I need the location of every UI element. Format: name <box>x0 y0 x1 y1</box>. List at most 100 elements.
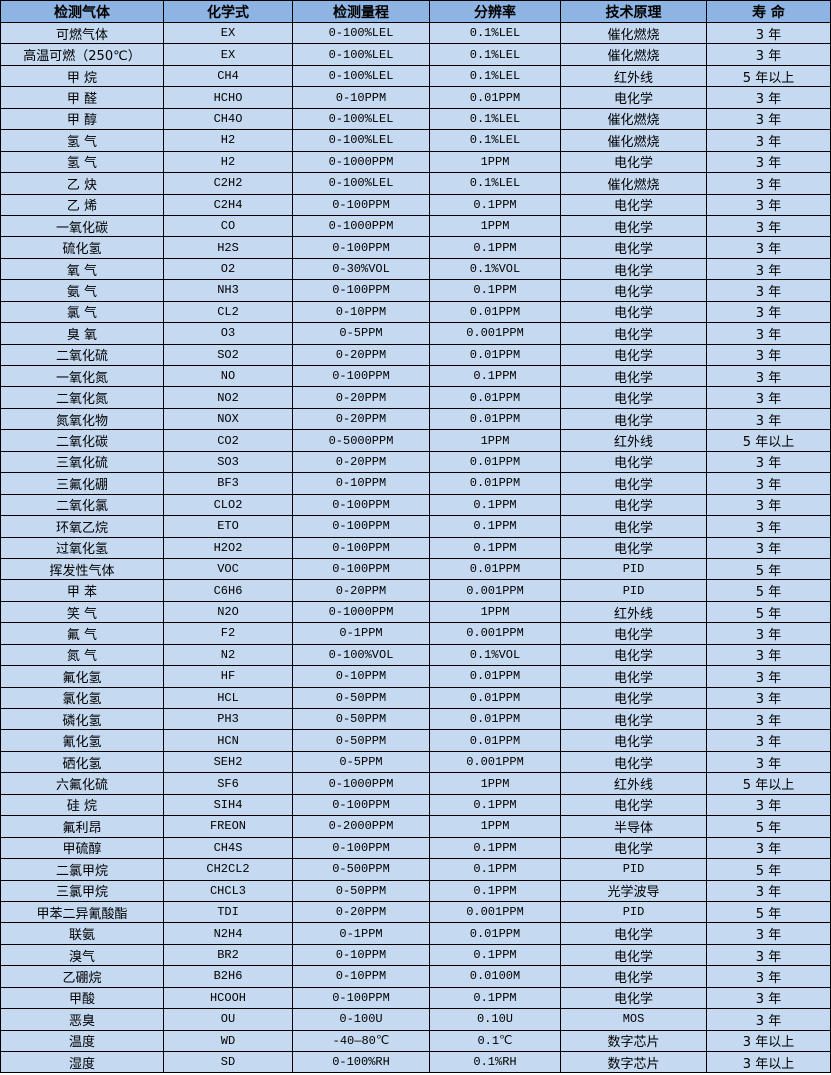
cell-principle: 电化学 <box>560 643 707 667</box>
cell-gas: 甲酸 <box>0 986 164 1010</box>
cell-range: 0-100PPM <box>292 557 430 581</box>
cell-principle: 电化学 <box>560 386 707 409</box>
cell-formula: VOC <box>163 557 293 581</box>
cell-lifespan: 3 年 <box>706 300 831 324</box>
cell-formula: H2S <box>163 236 293 259</box>
cell-resolution: 0.001PPM <box>429 622 561 645</box>
cell-gas: 甲 醇 <box>0 107 164 131</box>
cell-resolution: 0.1%LEL <box>429 107 561 131</box>
cell-range: 0-1PPM <box>292 622 430 645</box>
cell-range: 0-1000PPM <box>292 150 430 174</box>
cell-range: 0-100PPM <box>292 493 430 517</box>
table-row: 氢 气 H2 0-1000PPM 1PPM 电化学 3 年 <box>0 150 831 174</box>
cell-range: 0-10PPM <box>292 965 430 988</box>
cell-resolution: 0.1PPM <box>429 493 561 517</box>
cell-principle: 红外线 <box>560 64 707 88</box>
cell-principle: 电化学 <box>560 943 707 967</box>
cell-lifespan: 3 年 <box>706 536 831 559</box>
cell-resolution: 1PPM <box>429 429 561 452</box>
cell-principle: 电化学 <box>560 407 707 431</box>
cell-principle: 数字芯片 <box>560 1029 707 1053</box>
cell-resolution: 0.1PPM <box>429 364 561 388</box>
cell-gas: 一氧化氮 <box>0 364 164 388</box>
cell-principle: 电化学 <box>560 193 707 216</box>
cell-gas: 温度 <box>0 1029 164 1053</box>
cell-gas: 湿度 <box>0 1050 164 1074</box>
cell-resolution: 0.01PPM <box>429 557 561 581</box>
cell-lifespan: 5 年 <box>706 815 831 838</box>
cell-principle: 电化学 <box>560 300 707 324</box>
header-lifespan: 寿 命 <box>706 0 831 23</box>
table-row: 三氯甲烷 CHCL3 0-50PPM 0.1PPM 光学波导 3 年 <box>0 879 831 902</box>
cell-gas: 六氟化硫 <box>0 772 164 795</box>
table-row: 一氧化碳 CO 0-1000PPM 1PPM 电化学 3 年 <box>0 214 831 238</box>
cell-principle: 催化燃烧 <box>560 129 707 152</box>
cell-formula: SO3 <box>163 450 293 474</box>
table-row: 三氟化硼 BF3 0-10PPM 0.01PPM 电化学 3 年 <box>0 472 831 495</box>
cell-principle: 电化学 <box>560 836 707 860</box>
cell-resolution: 0.01PPM <box>429 665 561 688</box>
cell-range: 0-20PPM <box>292 386 430 409</box>
cell-gas: 硅 烷 <box>0 793 164 817</box>
cell-principle: 电化学 <box>560 322 707 345</box>
cell-gas: 二氧化硫 <box>0 343 164 367</box>
cell-range: 0-100PPM <box>292 515 430 538</box>
cell-lifespan: 5 年 <box>706 579 831 602</box>
cell-formula: C2H2 <box>163 172 293 195</box>
cell-range: 0-20PPM <box>292 450 430 474</box>
cell-formula: NOX <box>163 407 293 431</box>
cell-lifespan: 3 年 <box>706 686 831 710</box>
cell-formula: ETO <box>163 515 293 538</box>
cell-lifespan: 3 年 <box>706 150 831 174</box>
cell-lifespan: 3 年 <box>706 665 831 688</box>
cell-resolution: 0.01PPM <box>429 922 561 945</box>
cell-range: 0-1PPM <box>292 922 430 945</box>
cell-range: 0-100%LEL <box>292 172 430 195</box>
cell-range: 0-100%LEL <box>292 43 430 66</box>
table-row: 甲 醛 HCHO 0-10PPM 0.01PPM 电化学 3 年 <box>0 86 831 109</box>
cell-formula: EX <box>163 21 293 45</box>
cell-lifespan: 3 年 <box>706 343 831 367</box>
cell-formula: HF <box>163 665 293 688</box>
cell-gas: 氧 气 <box>0 257 164 281</box>
cell-range: 0-100%LEL <box>292 129 430 152</box>
cell-gas: 二氧化碳 <box>0 429 164 452</box>
cell-formula: CO <box>163 214 293 238</box>
cell-principle: 电化学 <box>560 343 707 367</box>
cell-gas: 乙 炔 <box>0 172 164 195</box>
cell-principle: 电化学 <box>560 686 707 710</box>
cell-principle: 电化学 <box>560 515 707 538</box>
cell-gas: 硒化氢 <box>0 750 164 774</box>
table-row: 氨 气 NH3 0-100PPM 0.1PPM 电化学 3 年 <box>0 279 831 302</box>
table-row: 环氧乙烷 ETO 0-100PPM 0.1PPM 电化学 3 年 <box>0 515 831 538</box>
cell-gas: 二氧化氯 <box>0 493 164 517</box>
cell-principle: 电化学 <box>560 150 707 174</box>
cell-gas: 笑 气 <box>0 600 164 624</box>
table-row: 氢 气 H2 0-100%LEL 0.1%LEL 催化燃烧 3 年 <box>0 129 831 152</box>
table-row: 乙硼烷 B2H6 0-10PPM 0.0100M 电化学 3 年 <box>0 965 831 988</box>
cell-range: 0-10PPM <box>292 943 430 967</box>
cell-range: 0-30%VOL <box>292 257 430 281</box>
cell-range: 0-20PPM <box>292 900 430 924</box>
cell-resolution: 1PPM <box>429 150 561 174</box>
cell-principle: 电化学 <box>560 364 707 388</box>
table-row: 甲苯二异氰酸酯 TDI 0-20PPM 0.001PPM PID 5 年 <box>0 900 831 924</box>
cell-resolution: 1PPM <box>429 815 561 838</box>
cell-gas: 甲 苯 <box>0 579 164 602</box>
table-row: 氟化氢 HF 0-10PPM 0.01PPM 电化学 3 年 <box>0 665 831 688</box>
cell-range: 0-5PPM <box>292 750 430 774</box>
cell-range: 0-10PPM <box>292 472 430 495</box>
cell-resolution: 1PPM <box>429 600 561 624</box>
cell-formula: CH4O <box>163 107 293 131</box>
cell-gas: 氯 气 <box>0 300 164 324</box>
table-row: 一氧化氮 NO 0-100PPM 0.1PPM 电化学 3 年 <box>0 364 831 388</box>
cell-resolution: 0.1PPM <box>429 858 561 881</box>
cell-lifespan: 3 年 <box>706 257 831 281</box>
cell-principle: 电化学 <box>560 793 707 817</box>
table-row: 氟利昂 FREON 0-2000PPM 1PPM 半导体 5 年 <box>0 815 831 838</box>
cell-range: 0-100PPM <box>292 236 430 259</box>
cell-resolution: 0.001PPM <box>429 750 561 774</box>
cell-resolution: 0.01PPM <box>429 300 561 324</box>
cell-principle: 红外线 <box>560 772 707 795</box>
cell-lifespan: 3 年 <box>706 364 831 388</box>
